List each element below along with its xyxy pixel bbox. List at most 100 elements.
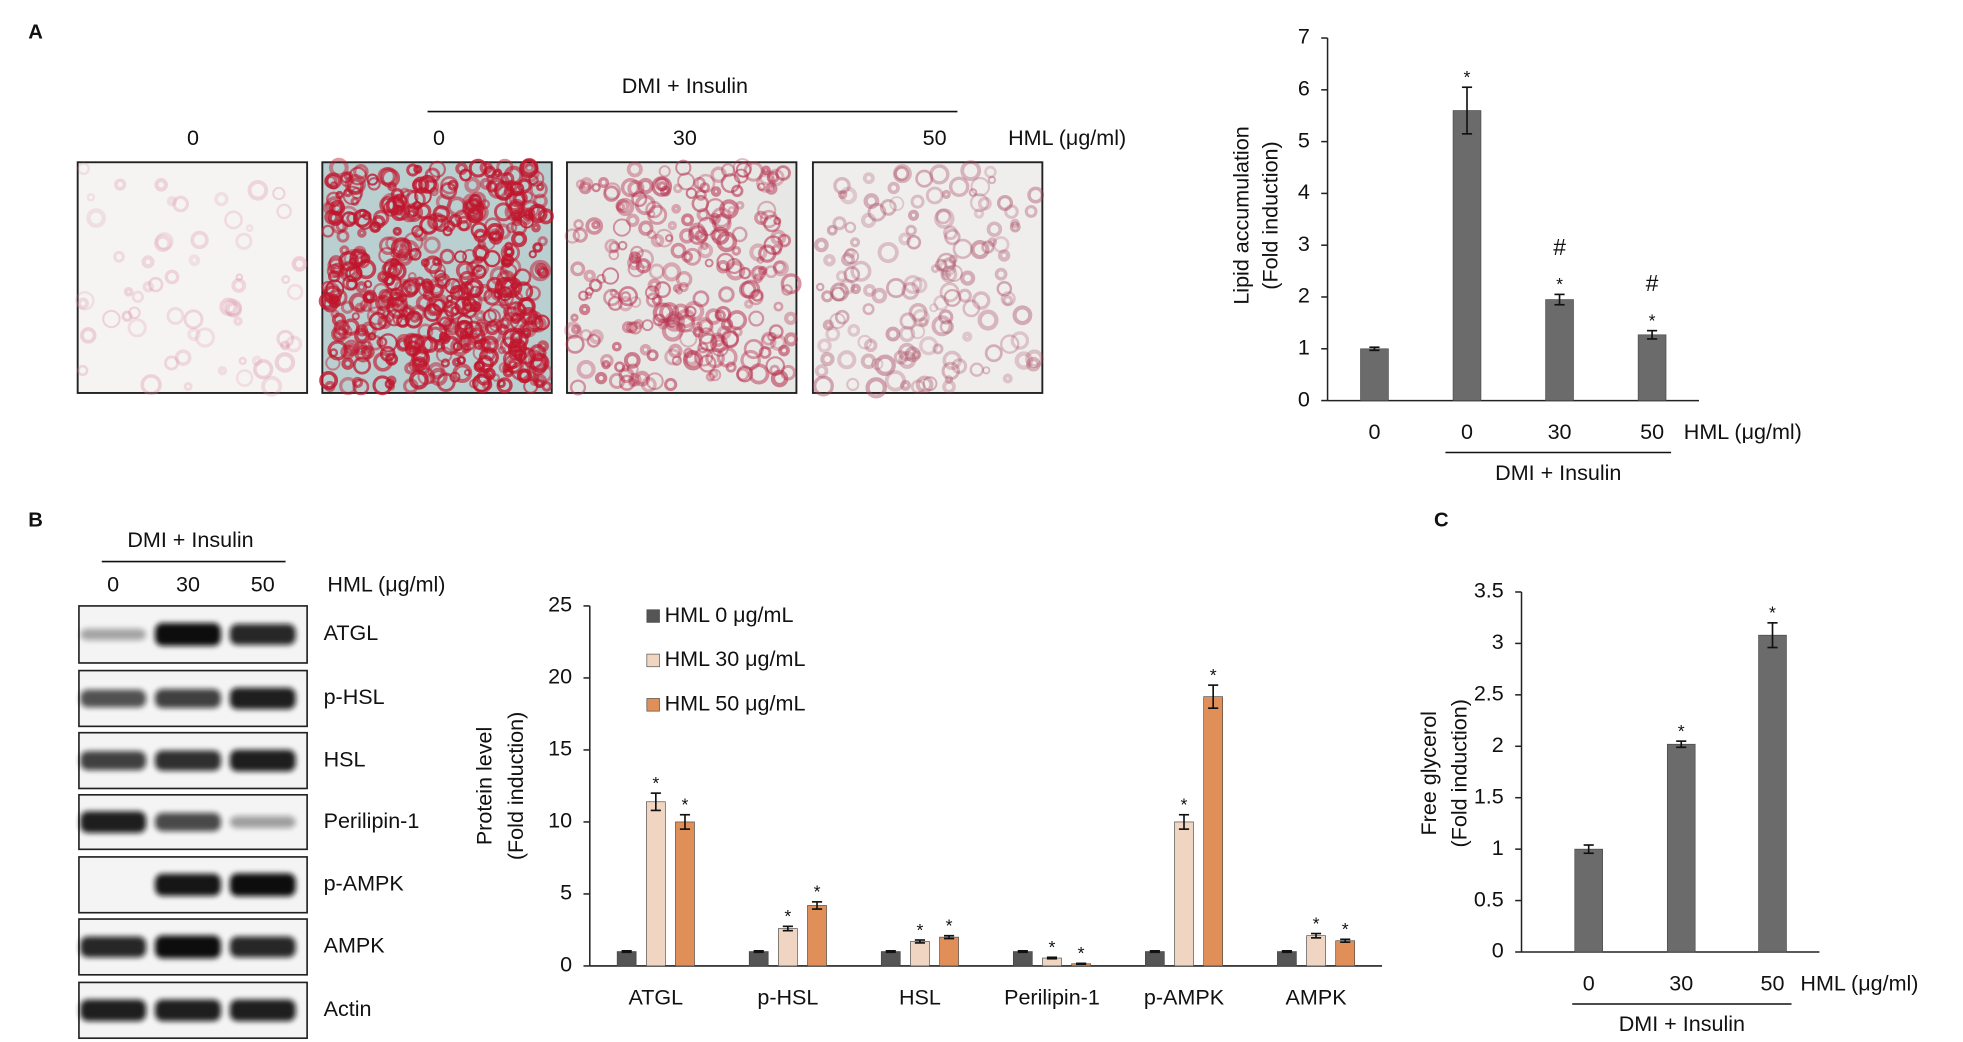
- cell: [531, 205, 546, 220]
- x-tick-label: 30: [1669, 972, 1693, 996]
- cell: [639, 343, 652, 356]
- cell: [291, 256, 308, 272]
- cell: [904, 346, 921, 363]
- cell: [475, 255, 484, 264]
- cell: [877, 241, 899, 264]
- x-tick-label: p-AMPK: [1144, 986, 1225, 1010]
- cell: [651, 176, 673, 197]
- cell: [473, 340, 484, 351]
- cell: [386, 375, 397, 386]
- cell: [340, 344, 356, 360]
- panel-label: A: [28, 21, 43, 43]
- cell: [736, 365, 754, 383]
- cell: [898, 350, 917, 369]
- cell: [280, 340, 290, 351]
- cell: [219, 297, 238, 317]
- cell: [738, 267, 752, 280]
- cell: [951, 358, 968, 375]
- cell: [910, 379, 926, 395]
- cell: [442, 318, 457, 333]
- cell: [934, 208, 955, 229]
- cell: [518, 369, 533, 383]
- cell: [933, 294, 950, 311]
- cell: [376, 336, 388, 348]
- dose-label: 50: [251, 572, 275, 596]
- cell: [911, 308, 930, 327]
- cell: [406, 209, 417, 219]
- protein-label: p-AMPK: [324, 872, 405, 896]
- cell: [1002, 295, 1014, 306]
- cell: [987, 237, 998, 247]
- cell: [647, 204, 668, 225]
- cell: [839, 186, 858, 205]
- cell: [466, 332, 480, 346]
- cell: [617, 296, 634, 312]
- cell: [601, 360, 611, 370]
- cell: [761, 165, 771, 176]
- cell: [968, 188, 978, 197]
- dose-label: 0: [187, 126, 199, 150]
- cell: [367, 177, 381, 191]
- cell: [887, 181, 900, 195]
- y-tick-label: 0: [560, 953, 572, 977]
- cell: [355, 281, 368, 294]
- blot-band: [229, 623, 296, 645]
- cell: [688, 225, 708, 246]
- legend-label: HML 50 μg/mL: [665, 691, 806, 715]
- cell: [969, 362, 984, 377]
- cell: [414, 276, 425, 287]
- cell: [1004, 204, 1019, 219]
- cell: [664, 348, 682, 366]
- cell: [414, 335, 434, 355]
- cell: [330, 309, 340, 319]
- cell: [413, 164, 423, 174]
- cell: [748, 363, 770, 385]
- cell: [532, 363, 553, 384]
- cell: [529, 344, 547, 362]
- cell: [578, 290, 589, 301]
- cell: [395, 337, 411, 352]
- blot-band: [229, 816, 296, 829]
- significance-label: *: [814, 882, 821, 902]
- legend-label: HML 30 μg/mL: [665, 647, 806, 671]
- cell: [615, 202, 626, 212]
- cell: [328, 295, 341, 309]
- cell: [518, 346, 531, 359]
- cell: [285, 335, 303, 353]
- cell: [565, 334, 585, 354]
- cell: [863, 283, 876, 297]
- y-tick-label: 0: [1492, 939, 1504, 963]
- cell: [960, 160, 982, 181]
- blot-band: [229, 687, 296, 710]
- cell: [508, 190, 526, 208]
- bar: [1545, 299, 1574, 401]
- cell: [910, 324, 926, 340]
- cell: [899, 312, 917, 330]
- cell: [970, 177, 991, 197]
- blot-band: [229, 749, 296, 772]
- cell: [962, 299, 981, 318]
- y-tick-label: 10: [548, 809, 572, 833]
- cell: [155, 232, 174, 251]
- cell: [235, 232, 253, 250]
- cell: [235, 369, 254, 387]
- cell: [664, 234, 674, 243]
- cell: [80, 327, 97, 344]
- cell: [721, 330, 740, 349]
- legend-swatch: [646, 653, 660, 668]
- y-axis-label: Protein level: [473, 727, 497, 846]
- y-tick-label: 7: [1298, 25, 1310, 49]
- cell: [464, 202, 486, 224]
- blot-band: [154, 935, 221, 959]
- blot-band: [154, 812, 221, 832]
- cell: [529, 259, 552, 282]
- cell: [1010, 218, 1020, 229]
- cell: [429, 367, 448, 386]
- cell: [379, 166, 398, 185]
- bar: [1574, 848, 1603, 953]
- cell: [879, 199, 897, 216]
- cell: [781, 284, 793, 296]
- cell: [503, 185, 516, 198]
- cell: [915, 375, 934, 394]
- cell: [517, 178, 532, 194]
